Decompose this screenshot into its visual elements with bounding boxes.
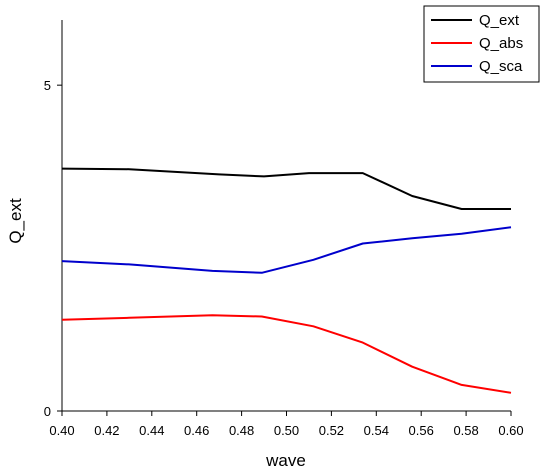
legend-label: Q_abs	[479, 35, 523, 52]
x-tick-label: 0.48	[229, 423, 254, 438]
y-tick-label: 5	[44, 78, 51, 93]
legend-label: Q_sca	[479, 58, 523, 75]
x-tick-label: 0.58	[453, 423, 478, 438]
x-tick-label: 0.42	[94, 423, 119, 438]
x-tick-label: 0.60	[498, 423, 523, 438]
y-axis-title: Q_ext	[6, 198, 25, 244]
series-lines	[61, 167, 512, 394]
x-tick-label: 0.50	[274, 423, 299, 438]
x-tick-label: 0.54	[364, 423, 389, 438]
y-axis-ticks: 05	[44, 78, 62, 419]
series-line-q-ext	[61, 167, 511, 210]
x-tick-label: 0.46	[184, 423, 209, 438]
plot-area: 0.40 0.42 0.44 0.46 0.48 0.50 0.52 0.54 0.56 0.58…	[44, 20, 524, 438]
legend-label: Q_ext	[479, 12, 520, 29]
legend: Q_ext Q_abs Q_sca	[423, 5, 540, 83]
x-tick-label: 0.56	[409, 423, 434, 438]
x-tick-label: 0.52	[319, 423, 344, 438]
y-tick-label: 0	[44, 404, 51, 419]
series-line-q-abs	[61, 314, 512, 394]
x-axis-title: wave	[265, 451, 306, 470]
x-tick-label: 0.44	[139, 423, 164, 438]
legend-items: Q_ext Q_abs Q_sca	[431, 12, 523, 75]
x-axis-ticks: 0.40 0.42 0.44 0.46 0.48 0.50 0.52 0.54 0.56 0.58…	[49, 411, 524, 438]
x-tick-label: 0.40	[49, 423, 74, 438]
series-line-q-sca	[61, 226, 512, 274]
